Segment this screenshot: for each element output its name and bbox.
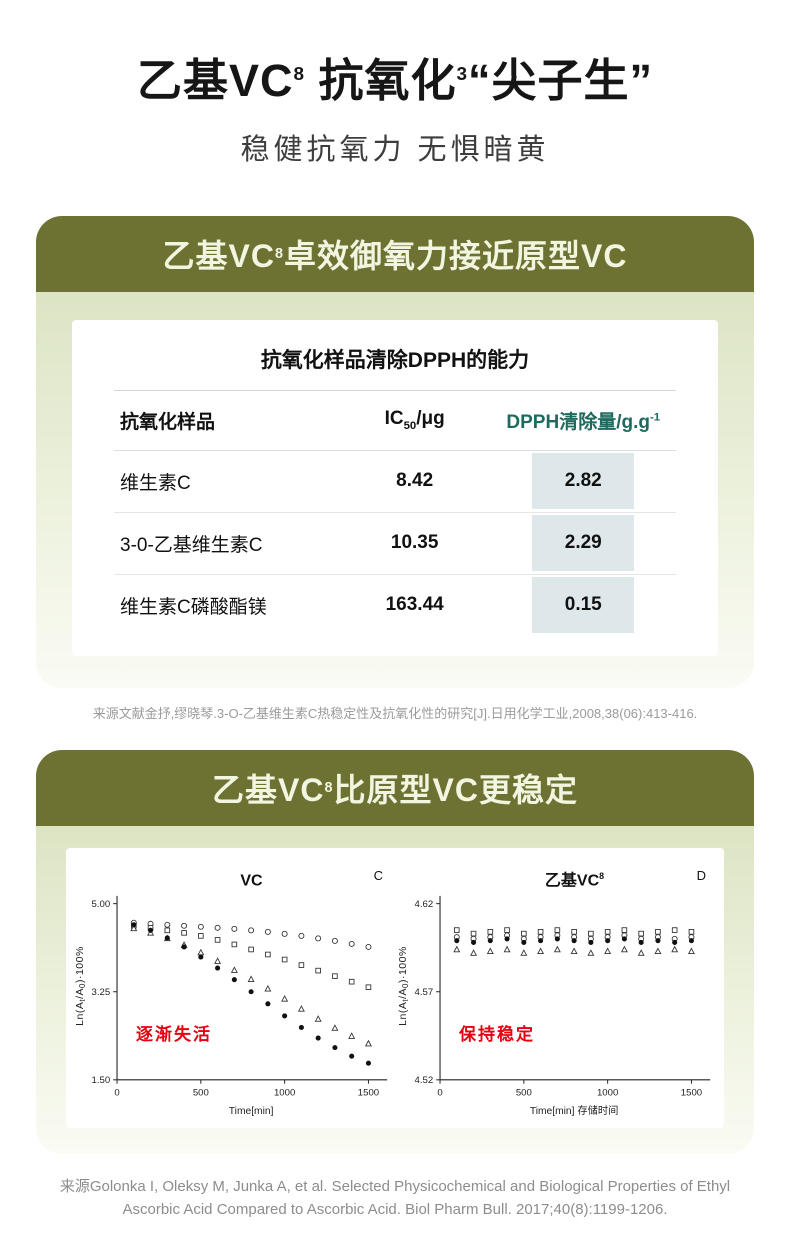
ic50-subscript: 50 — [403, 419, 417, 432]
page-title: 乙基VC8 抗氧化3“尖子生” — [0, 56, 790, 106]
highlight-band: 2.82 — [532, 453, 635, 509]
svg-text:1000: 1000 — [597, 1087, 618, 1098]
ic50-value-cell: 8.42 — [338, 450, 491, 513]
ic50-label-part2: /μg — [416, 408, 445, 430]
sample-name-cell: 3-0-乙基维生素C — [114, 512, 339, 575]
dpph-superscript: -1 — [649, 411, 661, 424]
page-title-superscript-8: 8 — [293, 64, 305, 85]
page-title-superscript-3: 3 — [456, 64, 469, 85]
vc-chart-container: VC C Ln(At/A0)·100% 5.00 3.25 1.50 0 500 1000… — [72, 864, 395, 1119]
ethyl-vc-chart-corner-label: D — [696, 867, 706, 883]
ylabel-part: )·100% — [397, 945, 409, 983]
svg-text:0: 0 — [114, 1087, 119, 1098]
charts-panel: VC C Ln(At/A0)·100% 5.00 3.25 1.50 0 500 1000… — [66, 847, 724, 1129]
vc-chart-title-text: VC — [240, 871, 263, 889]
table-source-citation: 来源文献金抒,缪晓琴.3-O-乙基维生素C热稳定性及抗氧化性的研究[J].日用化… — [92, 705, 698, 721]
dpph-card-body: 抗氧化样品清除DPPH的能力 抗氧化样品 IC50/μg DPPH清除量/g.g… — [36, 291, 754, 688]
table-row-vitamin-c: 维生素C 8.42 2.82 — [114, 450, 676, 513]
svg-text:1500: 1500 — [681, 1087, 702, 1098]
dpph-value-cell: 0.15 — [491, 574, 676, 636]
page-subtitle: 稳健抗氧力 无惧暗黄 — [240, 133, 550, 166]
ethyl-vc-chart-title-text: 乙基VC — [544, 871, 600, 889]
ylabel-sub-0: 0 — [401, 982, 411, 988]
sample-name-cell: 维生素C磷酸酯镁 — [120, 596, 267, 618]
svg-text:1500: 1500 — [358, 1087, 379, 1098]
ic50-value-cell: 163.44 — [385, 594, 444, 615]
svg-text:Time[min]: Time[min] — [229, 1106, 274, 1117]
dpph-table-header-row: 抗氧化样品 IC50/μg DPPH清除量/g.g-1 — [114, 390, 676, 451]
dpph-card-header-part2: 卓效御氧力接近原型VC — [284, 237, 628, 274]
ylabel-part: )·100% — [74, 945, 86, 983]
ylabel-part: Ln(A — [397, 1001, 409, 1026]
ethyl-vc-chart-container: 乙基VC8 D Ln(At/A0)·100% 4.62 4.57 4.52 0 500 1… — [395, 864, 718, 1119]
dpph-value-cell: 2.29 — [490, 512, 676, 575]
page-title-part3: “尖子生” — [468, 55, 654, 106]
chart-source-citation: 来源Golonka I, Oleksy M, Junka A, et al. S… — [59, 1178, 731, 1218]
svg-text:4.57: 4.57 — [415, 987, 434, 998]
stability-comparison-card: 乙基VC 8 比原型VC更稳定 VC C Ln(At/A0)·100% 5.00 3.… — [36, 749, 754, 1155]
table-row-magnesium-ascorbyl-phosphate: 维生素C磷酸酯镁 163.44 0.15 — [114, 574, 676, 636]
column-header-dpph: DPPH清除量/g.g-1 — [490, 390, 676, 451]
hero-section: 乙基VC8 抗氧化3“尖子生” 稳健抗氧力 无惧暗黄 — [0, 0, 790, 168]
vc-chart-y-axis-label: Ln(At/A0)·100% — [74, 946, 87, 1026]
svg-text:0: 0 — [437, 1087, 442, 1098]
dpph-value-cell: 2.82 — [490, 450, 676, 513]
dpph-label-part1: DPPH清除量/g.g — [506, 411, 650, 433]
ethyl-vc-chart-y-axis-label: Ln(At/A0)·100% — [397, 946, 410, 1026]
ethyl-vc-chart-title: 乙基VC8 D — [395, 864, 718, 889]
svg-text:Time[min] 存储时间: Time[min] 存储时间 — [530, 1104, 619, 1117]
vc-chart-corner-label: C — [373, 867, 383, 883]
dpph-capacity-card: 乙基VC 8 卓效御氧力接近原型VC 抗氧化样品清除DPPH的能力 抗氧化样品 IC… — [36, 215, 754, 688]
page-title-part1: 乙基VC — [136, 55, 294, 106]
stability-card-body: VC C Ln(At/A0)·100% 5.00 3.25 1.50 0 500 1000… — [36, 825, 754, 1155]
dpph-table: 抗氧化样品 IC50/μg DPPH清除量/g.g-1 维生素C 8.42 2.… — [114, 390, 676, 636]
stability-card-header-superscript: 8 — [324, 779, 334, 796]
stability-card-header-part2: 比原型VC更稳定 — [333, 771, 578, 808]
dpph-table-panel: 抗氧化样品清除DPPH的能力 抗氧化样品 IC50/μg DPPH清除量/g.g… — [72, 319, 718, 656]
ethyl-vc-stability-scatter-chart: 4.62 4.57 4.520 500 1000 1500 Time[min] 存储时间 — [415, 895, 711, 1117]
svg-text:500: 500 — [193, 1087, 209, 1098]
column-header-sample: 抗氧化样品 — [114, 390, 339, 451]
svg-text:3.25: 3.25 — [92, 987, 111, 998]
sample-name-cell: 维生素C — [114, 450, 339, 513]
ylabel-sub-0: 0 — [78, 982, 88, 988]
stability-card-header-part1: 乙基VC — [212, 771, 325, 808]
svg-text:5.00: 5.00 — [92, 898, 111, 909]
vc-chart-title: VC C — [72, 864, 395, 889]
dpph-card-header-superscript: 8 — [274, 245, 284, 262]
svg-text:500: 500 — [516, 1087, 532, 1098]
dpph-card-header: 乙基VC 8 卓效御氧力接近原型VC — [36, 215, 754, 292]
ethyl-vc-chart-title-superscript: 8 — [599, 870, 605, 881]
ethyl-vc-chart-annotation: 保持稳定 — [459, 1024, 535, 1044]
svg-text:4.52: 4.52 — [415, 1075, 434, 1086]
table-row-ethyl-vitamin-c: 3-0-乙基维生素C 10.35 2.29 — [114, 512, 676, 575]
svg-text:4.62: 4.62 — [415, 898, 434, 909]
page-title-part2: 抗氧化 — [304, 55, 457, 106]
svg-text:1000: 1000 — [274, 1087, 295, 1098]
ylabel-part: /A — [397, 987, 409, 999]
ic50-label-part1: IC — [384, 408, 404, 430]
highlight-band: 0.15 — [532, 577, 635, 633]
stability-card-header: 乙基VC 8 比原型VC更稳定 — [36, 749, 754, 826]
svg-text:1.50: 1.50 — [92, 1075, 111, 1086]
ylabel-part: /A — [74, 987, 86, 999]
ylabel-part: Ln(A — [74, 1001, 86, 1026]
vc-chart-annotation: 逐渐失活 — [136, 1024, 212, 1044]
ic50-value-cell: 10.35 — [338, 512, 491, 575]
highlight-band: 2.29 — [532, 515, 635, 571]
dpph-table-title: 抗氧化样品清除DPPH的能力 — [114, 344, 676, 391]
vc-stability-scatter-chart: 5.00 3.25 1.500 500 1000 1500 Time[min] — [92, 895, 388, 1117]
column-header-ic50: IC50/μg — [338, 390, 491, 451]
dpph-card-header-part1: 乙基VC — [162, 237, 275, 274]
